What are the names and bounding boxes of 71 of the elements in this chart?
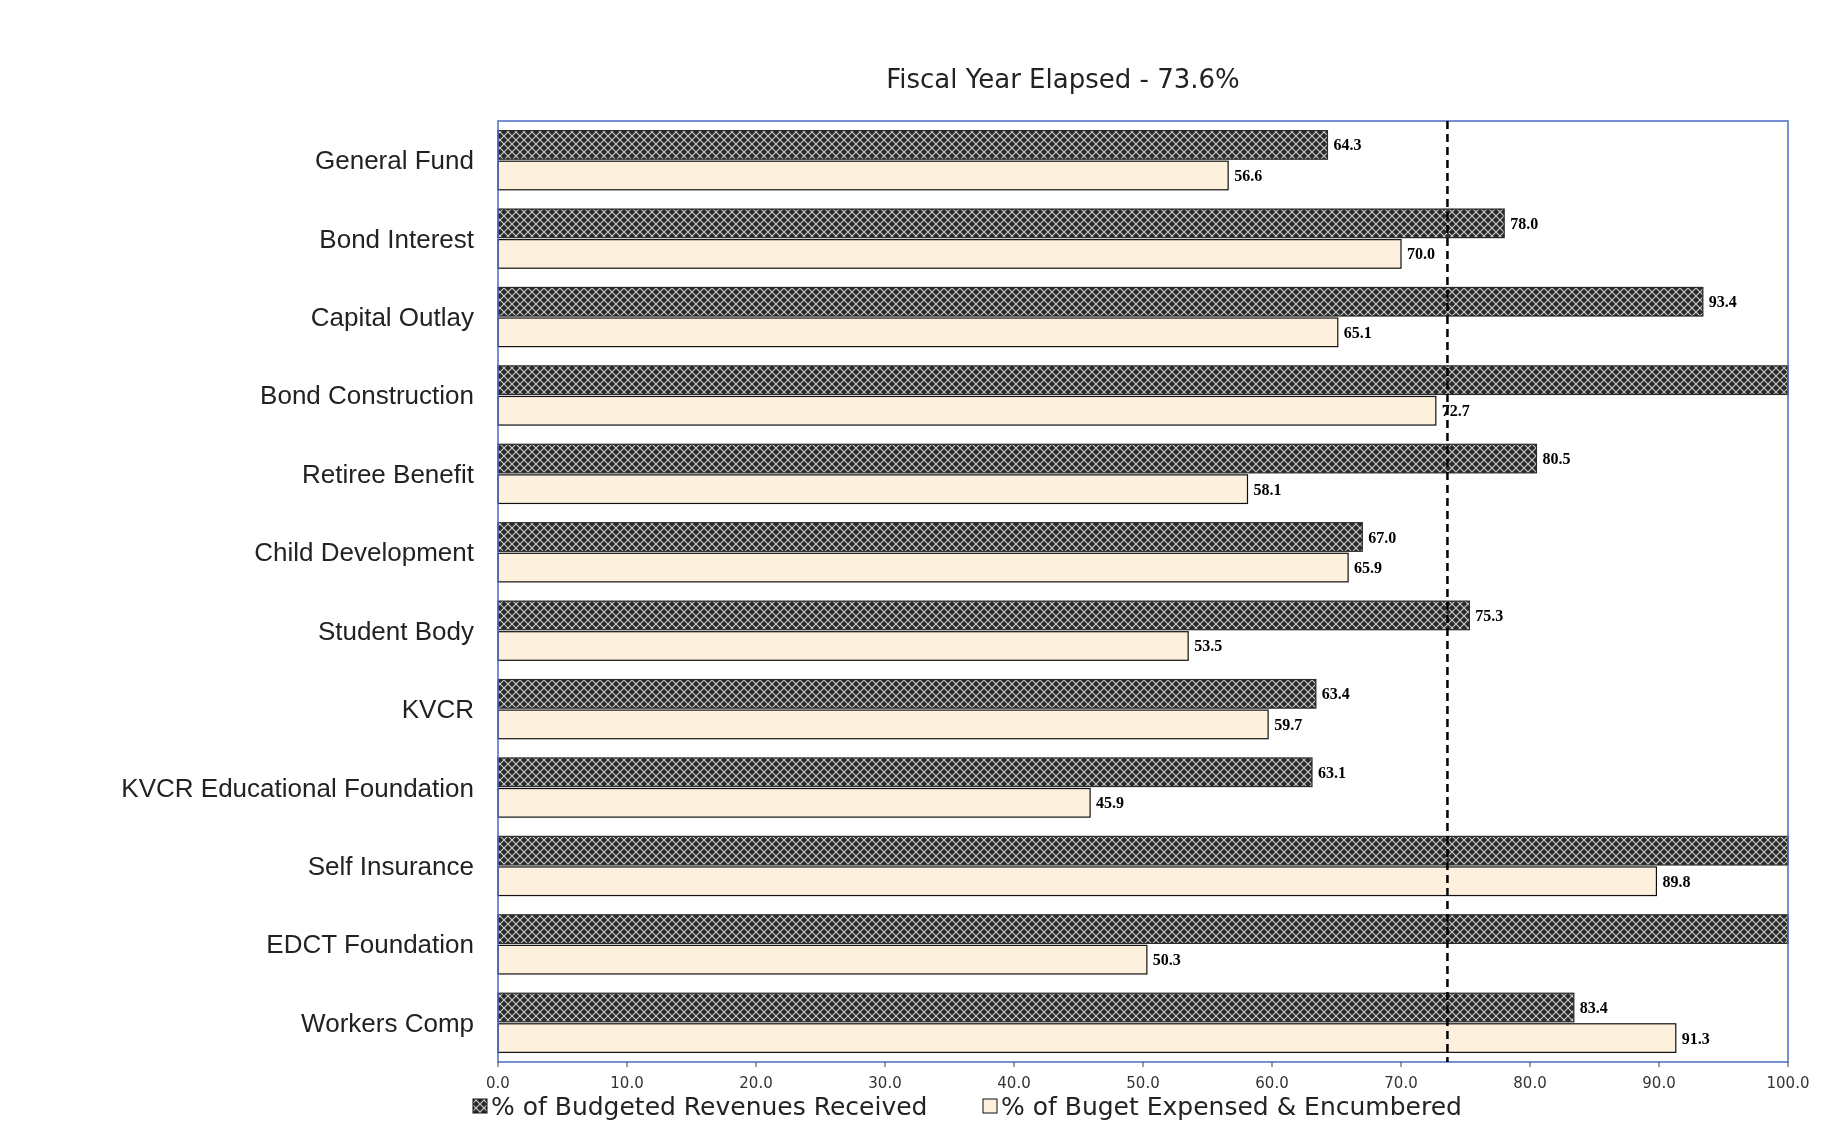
data-label: 63.4 bbox=[1321, 685, 1350, 703]
data-label: 89.8 bbox=[1662, 872, 1691, 890]
bar bbox=[497, 709, 1269, 740]
data-label: 50.3 bbox=[1152, 951, 1181, 969]
bar bbox=[497, 992, 1575, 1023]
y-tick-label: KVCR Educational Foundation bbox=[121, 772, 474, 803]
bar bbox=[497, 866, 1658, 897]
bar bbox=[497, 1023, 1677, 1053]
bar bbox=[497, 835, 1789, 866]
y-tick-label: Retiree Benefit bbox=[302, 458, 475, 489]
data-label: 58.1 bbox=[1253, 480, 1282, 498]
y-tick-label: Bond Interest bbox=[319, 223, 475, 254]
data-label: 63.1 bbox=[1317, 763, 1346, 781]
y-tick-label: Workers Comp bbox=[301, 1007, 474, 1038]
data-label: 56.6 bbox=[1234, 167, 1263, 184]
x-tick-label: 60.0 bbox=[1255, 1074, 1289, 1092]
bar bbox=[497, 474, 1249, 505]
y-tick-label: Bond Construction bbox=[260, 380, 474, 411]
bar bbox=[497, 130, 1329, 160]
data-label: 78.0 bbox=[1510, 214, 1539, 232]
bar bbox=[497, 914, 1789, 944]
bar bbox=[497, 160, 1229, 191]
y-tick-label: General Fund bbox=[315, 145, 474, 176]
bar bbox=[497, 443, 1538, 474]
x-tick-label: 20.0 bbox=[739, 1074, 773, 1092]
x-tick-label: 50.0 bbox=[1126, 1074, 1160, 1092]
data-label: 67.0 bbox=[1368, 528, 1397, 546]
bar bbox=[497, 365, 1789, 396]
data-label: 64.3 bbox=[1333, 136, 1362, 154]
bar bbox=[497, 239, 1402, 269]
x-tick-label: 40.0 bbox=[997, 1074, 1031, 1092]
data-label: 45.9 bbox=[1096, 794, 1125, 812]
data-label: 72.7 bbox=[1441, 402, 1470, 420]
y-tick-label: Student Body bbox=[317, 615, 474, 646]
legend-label: % of Buget Expensed & Encumbered bbox=[1001, 1091, 1462, 1121]
data-label: 91.3 bbox=[1681, 1029, 1710, 1047]
y-tick-label: Child Development bbox=[254, 537, 475, 568]
data-label: 59.7 bbox=[1274, 715, 1303, 733]
bar bbox=[497, 395, 1437, 426]
bar bbox=[497, 522, 1363, 552]
data-label: 80.5 bbox=[1542, 450, 1571, 468]
data-label: 75.3 bbox=[1475, 606, 1504, 624]
y-tick-label: Self Insurance bbox=[307, 850, 474, 881]
x-tick-label: 80.0 bbox=[1513, 1074, 1547, 1092]
bar bbox=[497, 678, 1317, 709]
x-tick-label: 90.0 bbox=[1642, 1074, 1676, 1092]
x-tick-label: 10.0 bbox=[610, 1074, 644, 1092]
data-label: 65.9 bbox=[1354, 559, 1383, 577]
data-label: 70.0 bbox=[1407, 245, 1435, 263]
x-tick-label: 100.0 bbox=[1766, 1074, 1810, 1092]
bar bbox=[497, 317, 1339, 348]
bar bbox=[497, 600, 1470, 631]
data-label: 93.4 bbox=[1708, 293, 1737, 311]
bar bbox=[497, 552, 1349, 583]
bar bbox=[497, 757, 1313, 788]
bar bbox=[497, 631, 1189, 661]
bar bbox=[497, 787, 1091, 818]
x-tick-label: 70.0 bbox=[1384, 1074, 1418, 1092]
bar bbox=[497, 208, 1505, 239]
legend-label: % of Budgeted Revenues Received bbox=[491, 1091, 928, 1121]
bar bbox=[497, 944, 1148, 975]
y-tick-label: EDCT Foundation bbox=[266, 929, 474, 960]
x-tick-label: 0.0 bbox=[486, 1074, 510, 1092]
data-label: 83.4 bbox=[1579, 999, 1608, 1016]
data-label: 65.1 bbox=[1343, 323, 1372, 341]
x-tick-label: 30.0 bbox=[868, 1074, 902, 1092]
chart-title: Fiscal Year Elapsed - 73.6% bbox=[886, 64, 1240, 94]
data-label: 53.5 bbox=[1194, 637, 1223, 655]
bar bbox=[497, 286, 1704, 317]
y-tick-label: KVCR bbox=[401, 694, 474, 725]
y-tick-label: Capital Outlay bbox=[310, 302, 474, 333]
